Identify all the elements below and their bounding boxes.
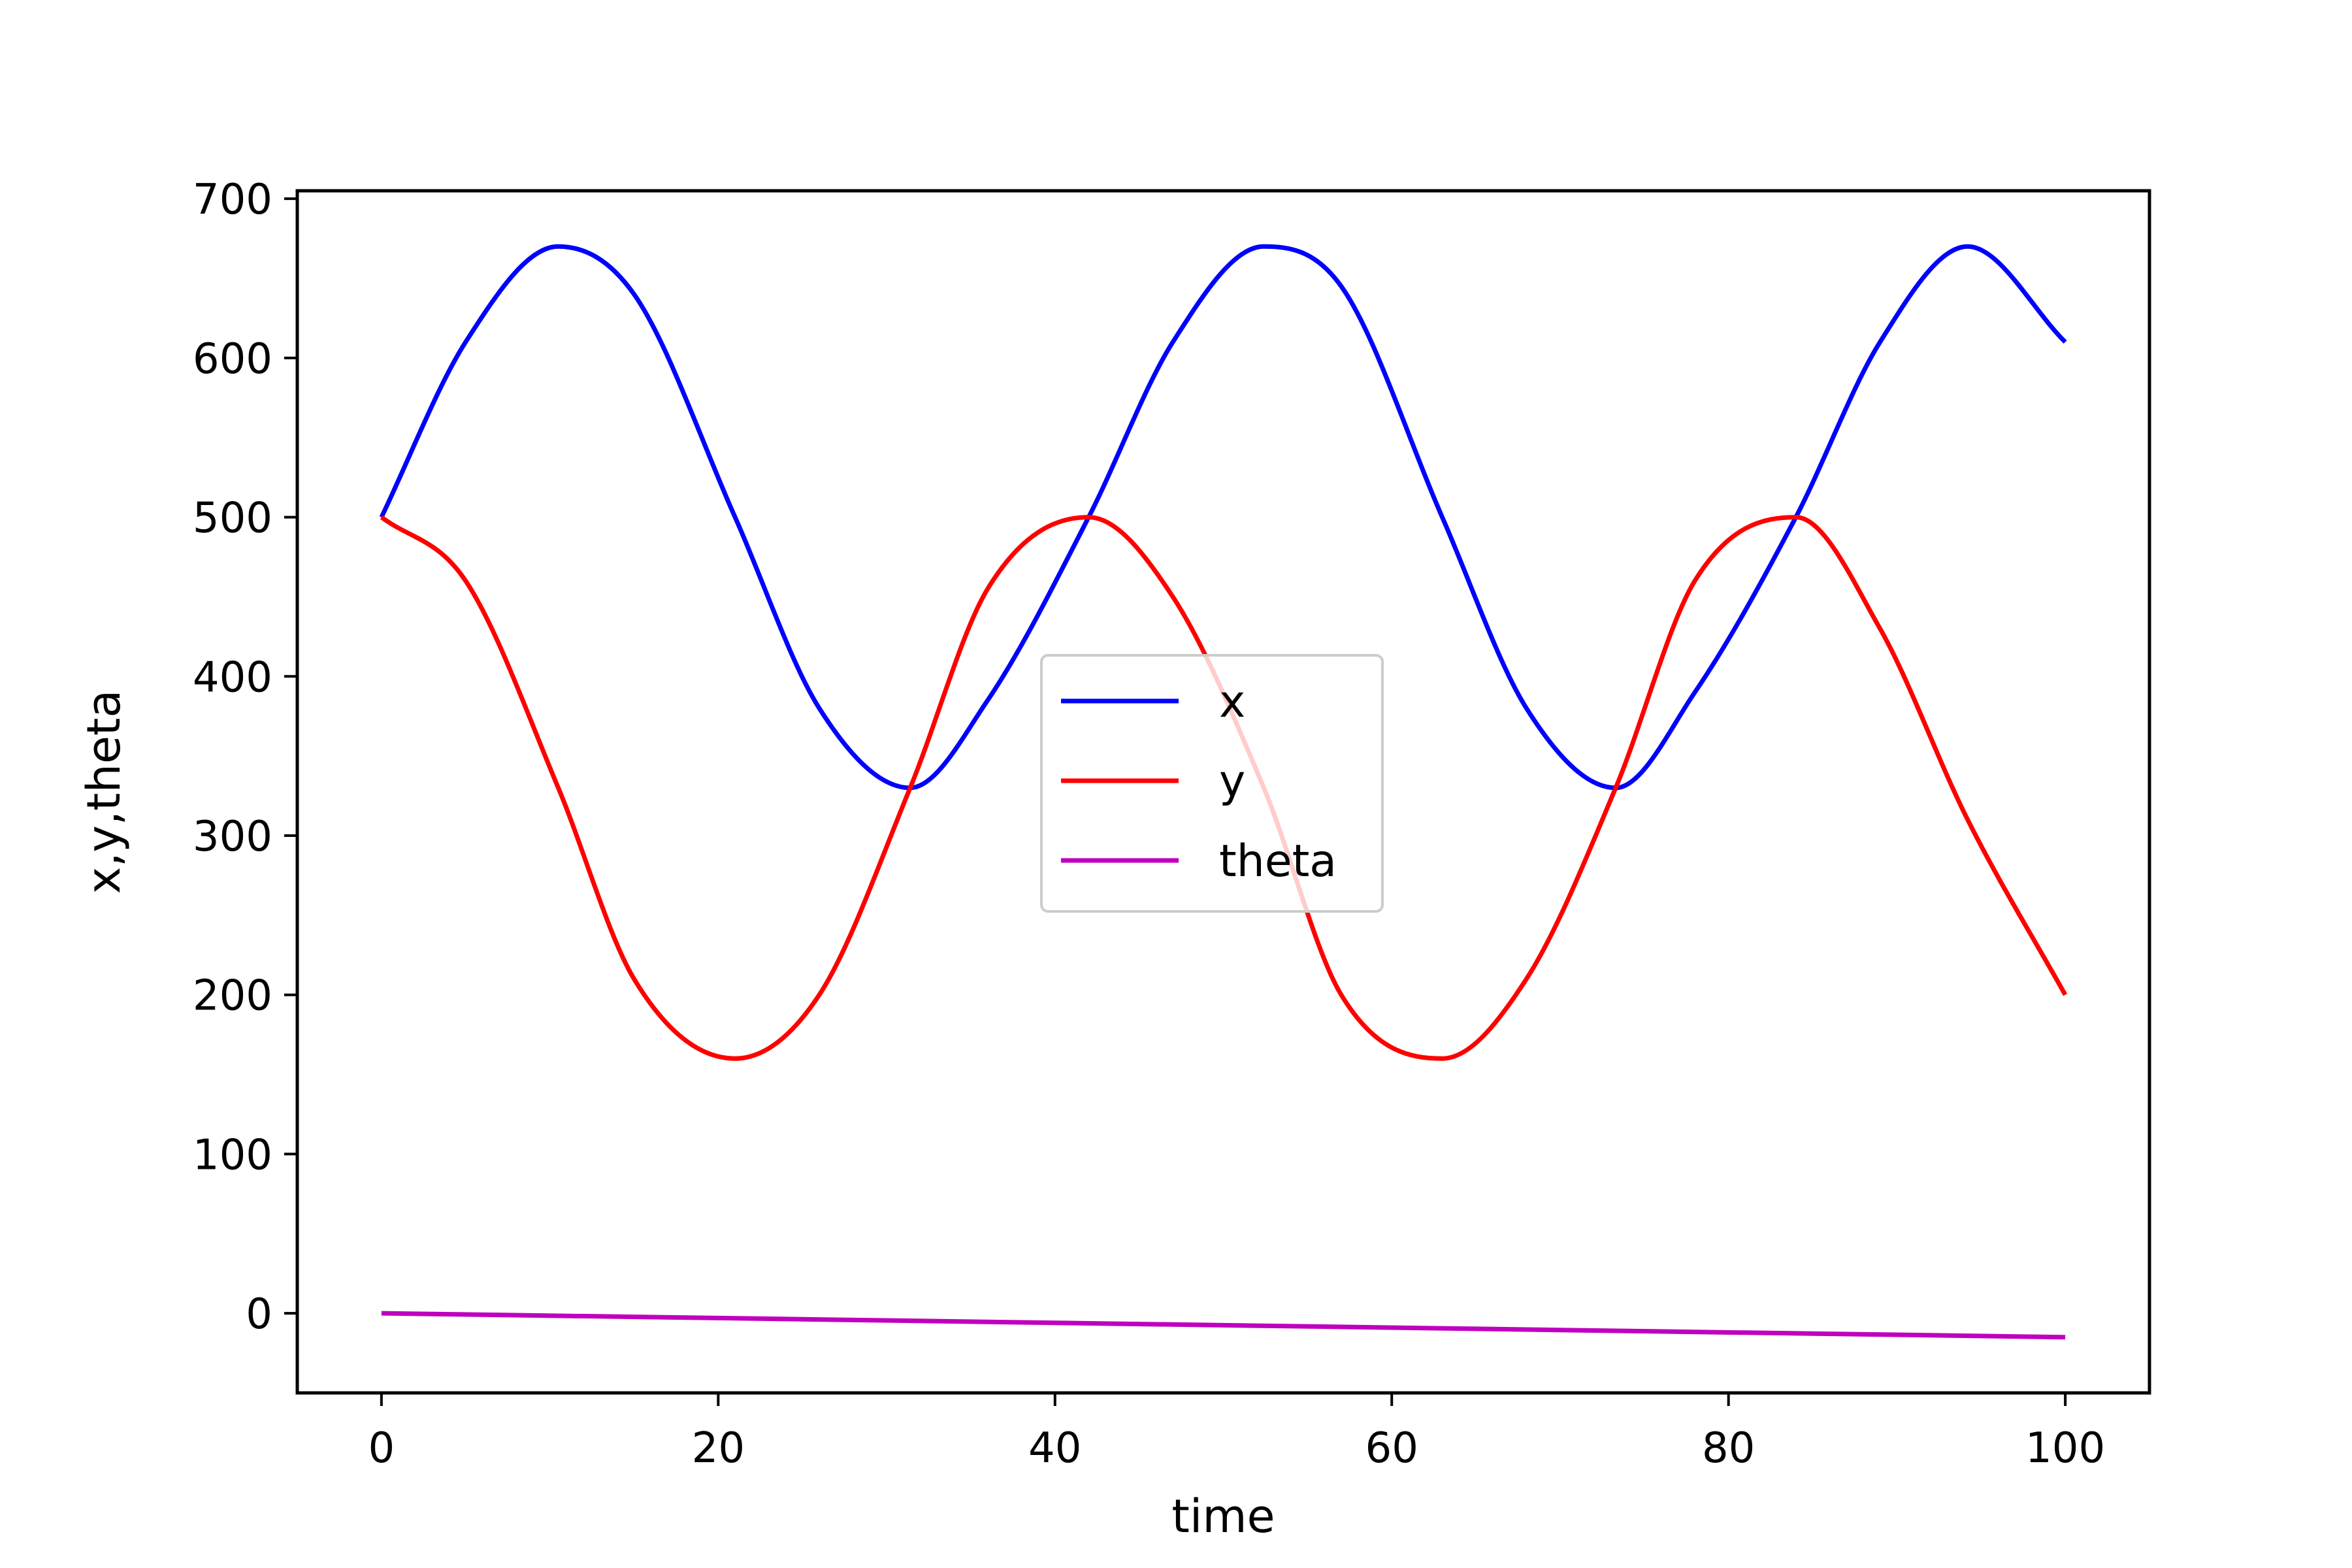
legend-label-x: x (1219, 676, 1245, 728)
x-tick-label: 60 (1365, 1424, 1418, 1473)
y-tick-label: 700 (193, 176, 272, 224)
y-tick-label: 500 (193, 495, 272, 543)
y-tick-label: 300 (193, 813, 272, 861)
y-axis-label: x,y,theta (77, 690, 131, 894)
y-tick-label: 600 (193, 335, 272, 384)
legend-label-theta: theta (1219, 836, 1337, 887)
series-line-x (379, 244, 2067, 791)
x-axis-label: time (1171, 1490, 1275, 1543)
y-tick-label: 0 (246, 1290, 272, 1339)
series-line-theta (381, 1311, 2066, 1340)
x-tick-label: 100 (2025, 1424, 2105, 1473)
x-tick-label: 80 (1702, 1424, 1755, 1473)
y-tick-label: 100 (193, 1131, 272, 1179)
legend: xy theta (1040, 654, 1384, 913)
y-tick-label: 200 (193, 972, 272, 1021)
plot-frame (295, 189, 2151, 1395)
legend-label-y: y (1219, 756, 1245, 808)
y-axis: 0 100 200 300 400 500 600 700 (193, 176, 297, 1339)
x-tick-label: 0 (368, 1424, 395, 1473)
y-tick-label: 400 (193, 653, 272, 702)
x-tick-label: 20 (692, 1424, 745, 1473)
legend-box (1040, 654, 1384, 913)
x-tick-label: 40 (1028, 1424, 1081, 1473)
x-axis: 0 20 40 60 80 100 (368, 1393, 2105, 1473)
